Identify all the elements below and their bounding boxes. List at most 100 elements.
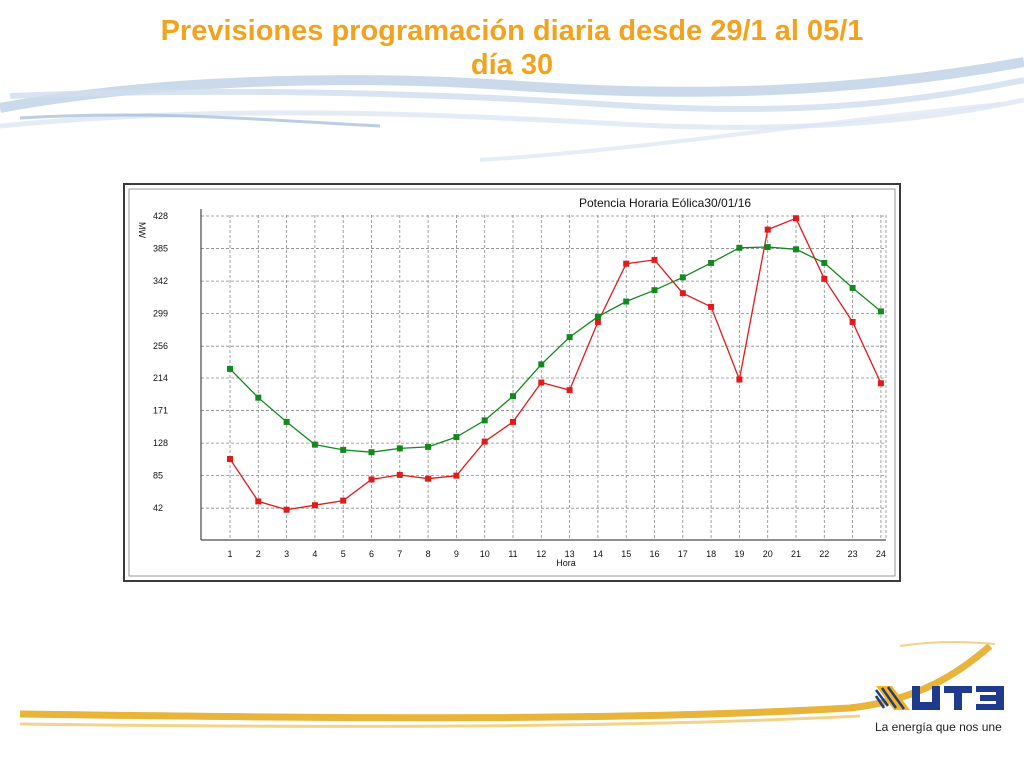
slide-title: Previsiones programación diaria desde 29… <box>0 14 1024 82</box>
grid-lines <box>201 215 887 540</box>
series-2-point <box>566 334 573 341</box>
series-2-point <box>368 449 375 456</box>
logo-lettering-icon <box>912 686 1004 710</box>
y-tick-label: 85 <box>153 471 163 481</box>
series-1-point <box>877 380 884 387</box>
series-line-2 <box>229 246 882 453</box>
series-2-point <box>481 417 488 424</box>
slide-title-line-2: día 30 <box>470 49 554 81</box>
x-tick-label: 9 <box>454 549 459 559</box>
series-1-point <box>651 256 658 263</box>
series-2-point <box>227 365 233 372</box>
x-tick-label: 8 <box>426 549 431 559</box>
series-2-point <box>594 313 601 320</box>
series-1-point <box>283 506 290 513</box>
y-tick-label: 385 <box>153 244 168 254</box>
series-2-point <box>453 434 460 441</box>
series-2-point <box>821 259 828 266</box>
series-2-point <box>510 393 516 400</box>
chart-frame: 1 2 3 4 5 6 7 8 9 10 11 12 13 14 15 16 17 18 19 20 21 22 23 24 4… <box>123 183 901 582</box>
series-1-point <box>481 438 488 445</box>
line-chart: 1 2 3 4 5 6 7 8 9 10 11 12 13 14 15 16 17 18 19 20 21 22 23 244… <box>128 188 896 577</box>
x-tick-label: 6 <box>369 549 374 559</box>
y-axis-label: MW <box>137 222 147 238</box>
x-tick-label: 22 <box>819 549 829 559</box>
series-2-point <box>425 443 432 450</box>
logo-stripes-icon <box>874 686 910 710</box>
x-tick-label: 16 <box>649 549 659 559</box>
x-tick-label: 7 <box>397 549 402 559</box>
y-tick-label: 256 <box>153 341 168 351</box>
series-layer <box>227 215 884 513</box>
series-1-point <box>736 376 743 383</box>
x-tick-label: 18 <box>706 549 716 559</box>
series-1-point <box>255 498 262 505</box>
y-tick-label: 128 <box>153 438 168 448</box>
y-tick-label: 342 <box>153 276 168 286</box>
y-tick-label: 171 <box>153 406 168 416</box>
series-2-point <box>849 284 856 291</box>
series-1-point <box>566 387 573 394</box>
x-tick-label: 13 <box>565 549 575 559</box>
series-1-point <box>764 226 771 233</box>
chart-inner-border <box>128 188 896 577</box>
series-line-1 <box>229 217 882 511</box>
series-2-point <box>708 259 715 266</box>
series-2-point <box>255 394 262 401</box>
axes: 1 2 3 4 5 6 7 8 9 10 11 12 13 14 15 16 17 18 19 20 21 22 23 244… <box>153 209 886 559</box>
series-2-point <box>340 446 347 453</box>
series-1-point <box>311 502 318 509</box>
series-2-point <box>651 287 658 294</box>
series-1-point <box>510 418 516 425</box>
series-2-point <box>736 244 743 251</box>
y-tick-label: 428 <box>153 211 168 221</box>
y-tick-label: 299 <box>153 309 168 319</box>
series-2-point <box>877 308 884 315</box>
series-1-point <box>821 275 828 282</box>
series-1-point <box>849 318 856 325</box>
x-tick-label: 19 <box>734 549 744 559</box>
x-tick-label: 5 <box>341 549 346 559</box>
series-2-point <box>538 361 545 368</box>
series-2-point <box>311 441 318 448</box>
x-axis-label: Hora <box>556 558 576 568</box>
x-tick-label: 23 <box>848 549 858 559</box>
x-tick-label: 1 <box>227 549 232 559</box>
x-tick-label: 14 <box>593 549 603 559</box>
x-tick-label: 17 <box>678 549 688 559</box>
series-2-point <box>396 445 403 452</box>
y-tick-label: 214 <box>153 373 168 383</box>
ute-logo <box>874 686 1004 710</box>
x-tick-label: 10 <box>480 549 490 559</box>
series-1-point <box>227 456 233 462</box>
series-2-point <box>283 418 290 425</box>
x-tick-label: 3 <box>284 549 289 559</box>
series-1-point <box>453 472 460 479</box>
x-tick-label: 21 <box>791 549 801 559</box>
y-tick-label: 42 <box>153 503 163 513</box>
x-tick-label: 15 <box>621 549 631 559</box>
chart-title: Potencia Horaria Eólica30/01/16 <box>579 196 751 210</box>
logo-tagline: La energía que nos une <box>875 720 1002 734</box>
series-1-point <box>594 318 601 325</box>
x-tick-label: 24 <box>876 549 886 559</box>
series-2-point <box>764 244 771 251</box>
x-tick-label: 2 <box>256 549 261 559</box>
x-tick-label: 12 <box>536 549 546 559</box>
x-tick-label: 11 <box>508 549 517 559</box>
series-1-point <box>425 475 432 482</box>
series-2-point <box>679 274 686 281</box>
series-1-point <box>793 215 799 222</box>
series-1-point <box>623 260 630 267</box>
series-1-point <box>538 379 545 386</box>
x-tick-label: 20 <box>763 549 773 559</box>
series-2-point <box>623 298 630 305</box>
series-1-point <box>340 497 347 504</box>
series-1-point <box>396 471 403 478</box>
series-1-point <box>679 290 686 297</box>
series-2-point <box>793 246 799 253</box>
series-1-point <box>708 303 715 310</box>
slide-title-line-1: Previsiones programación diaria desde 29… <box>160 15 864 47</box>
x-tick-label: 4 <box>312 549 317 559</box>
